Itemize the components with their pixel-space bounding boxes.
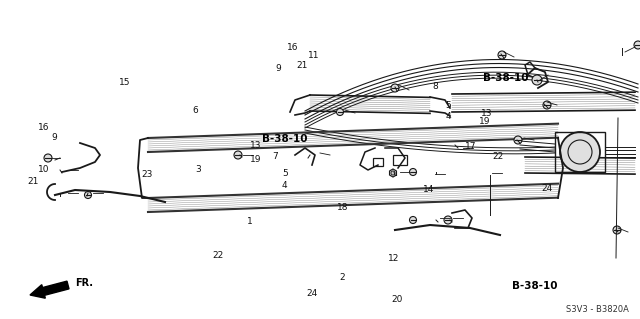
Text: S3V3 - B3820A: S3V3 - B3820A xyxy=(566,305,628,314)
Text: 22: 22 xyxy=(492,152,504,161)
Text: B-38-10: B-38-10 xyxy=(511,280,557,291)
Circle shape xyxy=(532,75,542,85)
Circle shape xyxy=(391,84,399,92)
Text: 19: 19 xyxy=(479,117,490,126)
Text: 3: 3 xyxy=(196,165,201,174)
Text: 13: 13 xyxy=(481,109,492,118)
Text: 24: 24 xyxy=(307,289,318,298)
Text: 13: 13 xyxy=(250,141,262,150)
Circle shape xyxy=(84,191,92,198)
Text: B-38-10: B-38-10 xyxy=(483,73,529,83)
Text: 19: 19 xyxy=(250,155,262,164)
Text: 14: 14 xyxy=(423,185,435,194)
Text: 5: 5 xyxy=(445,101,451,110)
Circle shape xyxy=(498,51,506,59)
Text: 24: 24 xyxy=(541,184,553,193)
Text: 4: 4 xyxy=(445,112,451,121)
Circle shape xyxy=(634,41,640,49)
Text: 7: 7 xyxy=(273,152,278,161)
Text: FR.: FR. xyxy=(75,278,93,288)
Text: 23: 23 xyxy=(141,170,153,179)
Text: 4: 4 xyxy=(282,181,287,189)
Polygon shape xyxy=(390,169,396,177)
Text: 16: 16 xyxy=(38,123,49,132)
Circle shape xyxy=(514,136,522,144)
Text: 16: 16 xyxy=(287,43,299,52)
Circle shape xyxy=(337,108,344,115)
Text: 8: 8 xyxy=(433,82,438,91)
Text: 5: 5 xyxy=(282,169,287,178)
Text: B-38-10: B-38-10 xyxy=(262,134,308,144)
Text: 17: 17 xyxy=(465,142,476,151)
Text: 10: 10 xyxy=(38,165,49,174)
Text: 12: 12 xyxy=(388,254,399,263)
Text: 11: 11 xyxy=(308,51,319,60)
Text: 2: 2 xyxy=(340,273,345,282)
Text: 6: 6 xyxy=(193,106,198,115)
Circle shape xyxy=(234,151,242,159)
Text: 9: 9 xyxy=(52,133,57,142)
Circle shape xyxy=(410,168,417,175)
Circle shape xyxy=(543,101,551,109)
Text: 21: 21 xyxy=(28,177,39,186)
Text: 15: 15 xyxy=(119,78,131,87)
Text: 18: 18 xyxy=(337,203,348,212)
Circle shape xyxy=(444,216,452,224)
Circle shape xyxy=(613,226,621,234)
Circle shape xyxy=(410,217,417,224)
FancyArrow shape xyxy=(30,281,69,298)
Text: 22: 22 xyxy=(212,251,223,260)
Text: 9: 9 xyxy=(276,64,281,73)
Circle shape xyxy=(560,132,600,172)
Circle shape xyxy=(44,154,52,162)
Text: 20: 20 xyxy=(391,295,403,304)
Text: 21: 21 xyxy=(296,61,308,70)
Text: 1: 1 xyxy=(247,217,252,226)
